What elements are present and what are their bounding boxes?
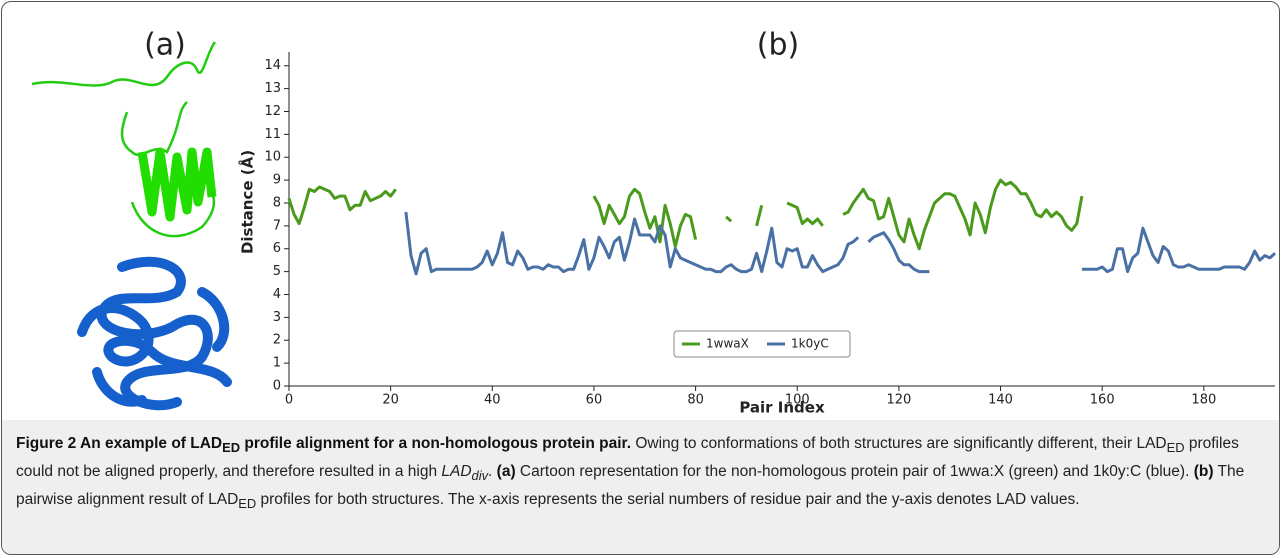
caption-text: . xyxy=(488,463,497,481)
legend-label: 1k0yC xyxy=(791,337,829,351)
y-tick-label: 1 xyxy=(273,356,281,371)
caption-text: profile alignment for a non-homologous p… xyxy=(240,435,632,452)
x-tick-label: 160 xyxy=(1090,393,1115,408)
caption-text: Figure 2 An example of LAD xyxy=(16,435,223,452)
caption-text: (a) xyxy=(496,463,516,481)
caption-text: ED xyxy=(222,440,241,456)
series-line xyxy=(287,178,1084,251)
y-tick-label: 13 xyxy=(264,81,281,96)
y-tick-label: 7 xyxy=(273,218,281,233)
x-tick-label: 0 xyxy=(285,393,293,408)
caption-text: ED xyxy=(238,496,257,512)
panel-label: (a) xyxy=(144,28,186,63)
y-tick-label: 2 xyxy=(273,333,281,348)
caption-text: (b) xyxy=(1193,463,1214,481)
caption-text: ED xyxy=(1166,440,1185,456)
caption-text: Owing to conformations of both structure… xyxy=(631,435,1167,452)
series-line xyxy=(404,211,1277,276)
caption-text: profiles for both structures. The x-axis… xyxy=(256,491,1080,509)
x-tick-label: 60 xyxy=(586,393,603,408)
x-tick-label: 140 xyxy=(988,393,1013,408)
chart: (a) (b) Distance (Å) Pair Index 01234567… xyxy=(31,28,1277,417)
protein-green xyxy=(31,41,217,238)
caption-text: LAD xyxy=(441,463,472,481)
y-tick-label: 8 xyxy=(273,195,281,210)
x-tick-label: 40 xyxy=(484,393,501,408)
legend-box xyxy=(673,330,851,358)
x-tick-label: 100 xyxy=(785,393,810,408)
x-tick-label: 120 xyxy=(886,393,911,408)
x-tick-label: 80 xyxy=(687,393,704,408)
x-tick-label: 180 xyxy=(1191,393,1216,408)
y-tick-label: 0 xyxy=(273,379,281,394)
y-tick-label: 10 xyxy=(264,150,281,165)
x-tick-label: 20 xyxy=(382,393,399,408)
caption-text: div xyxy=(471,468,489,484)
caption-text: The pairwise alignment result of LAD xyxy=(16,463,1245,509)
legend-label: 1wwaX xyxy=(706,337,749,351)
y-axis-title: Distance (Å) xyxy=(238,150,257,254)
caption: Figure 2 An example of LADED profile ali… xyxy=(2,420,1279,554)
y-tick-label: 11 xyxy=(264,127,281,142)
y-tick-label: 12 xyxy=(264,104,281,119)
caption-text: profiles could not be aligned properly, … xyxy=(16,435,1239,481)
y-tick-label: 6 xyxy=(273,241,281,256)
panel-label: (b) xyxy=(757,28,799,63)
caption-text: Cartoon representation for the non-homol… xyxy=(515,463,1194,481)
x-axis-title: Pair Index xyxy=(739,399,825,417)
y-tick-label: 4 xyxy=(273,287,281,302)
y-tick-label: 3 xyxy=(273,310,281,325)
y-tick-label: 5 xyxy=(273,264,281,279)
protein-blue xyxy=(77,256,232,411)
y-tick-label: 9 xyxy=(273,173,281,188)
y-tick-label: 14 xyxy=(264,58,281,73)
